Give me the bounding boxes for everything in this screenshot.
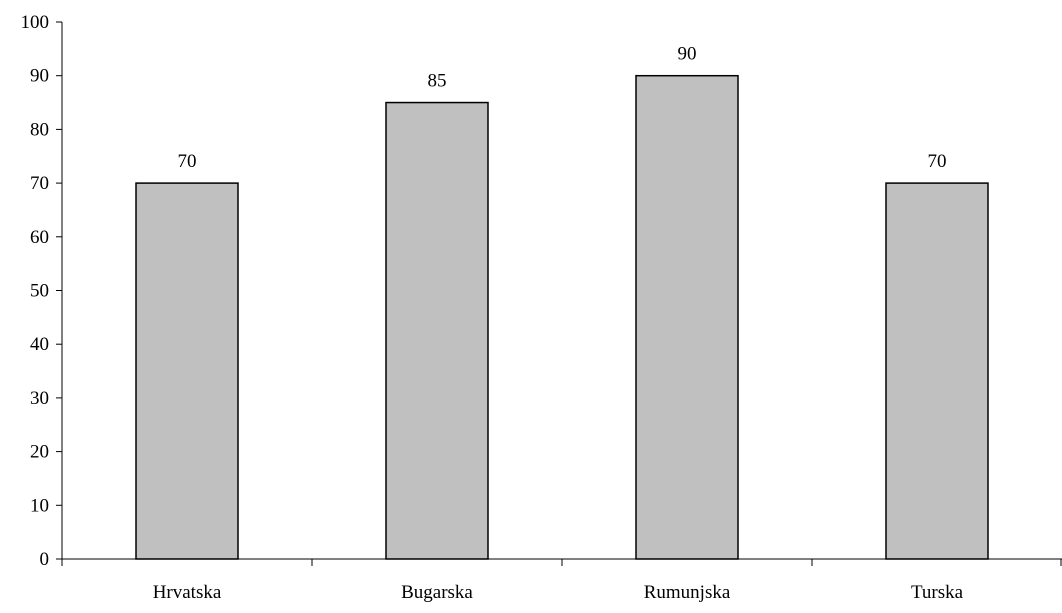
- bars: [135, 74, 989, 560]
- bar-hrvatska: [135, 182, 239, 560]
- y-tick-label: 20: [30, 442, 49, 463]
- y-tick-label: 90: [30, 66, 49, 87]
- bar-rumunjska: [635, 74, 739, 560]
- data-label: 90: [678, 44, 697, 65]
- y-tick-label: 60: [30, 227, 49, 248]
- bar-bugarska: [385, 101, 489, 560]
- y-tick-label: 0: [40, 549, 50, 570]
- x-tick-label: Bugarska: [401, 582, 473, 603]
- x-tick-label: Rumunjska: [644, 582, 731, 603]
- x-tick-label: Turska: [911, 582, 964, 603]
- data-label: 70: [928, 151, 947, 172]
- data-labels: 70 85 90 70: [178, 44, 947, 172]
- y-tick-label: 10: [30, 495, 49, 516]
- y-tick-label: 100: [21, 12, 50, 33]
- y-tick-label: 80: [30, 119, 49, 140]
- data-label: 70: [178, 151, 197, 172]
- y-tick-label: 40: [30, 334, 49, 355]
- y-axis: 0 10 20 30 40 50 60 70 80 90 100: [21, 12, 63, 570]
- x-axis: Hrvatska Bugarska Rumunjska Turska: [61, 558, 1062, 603]
- data-label: 85: [428, 71, 447, 92]
- y-tick-label: 50: [30, 281, 49, 302]
- y-tick-label: 30: [30, 388, 49, 409]
- x-tick-label: Hrvatska: [153, 582, 222, 603]
- bar-turska: [885, 182, 989, 560]
- y-tick-label: 70: [30, 173, 49, 194]
